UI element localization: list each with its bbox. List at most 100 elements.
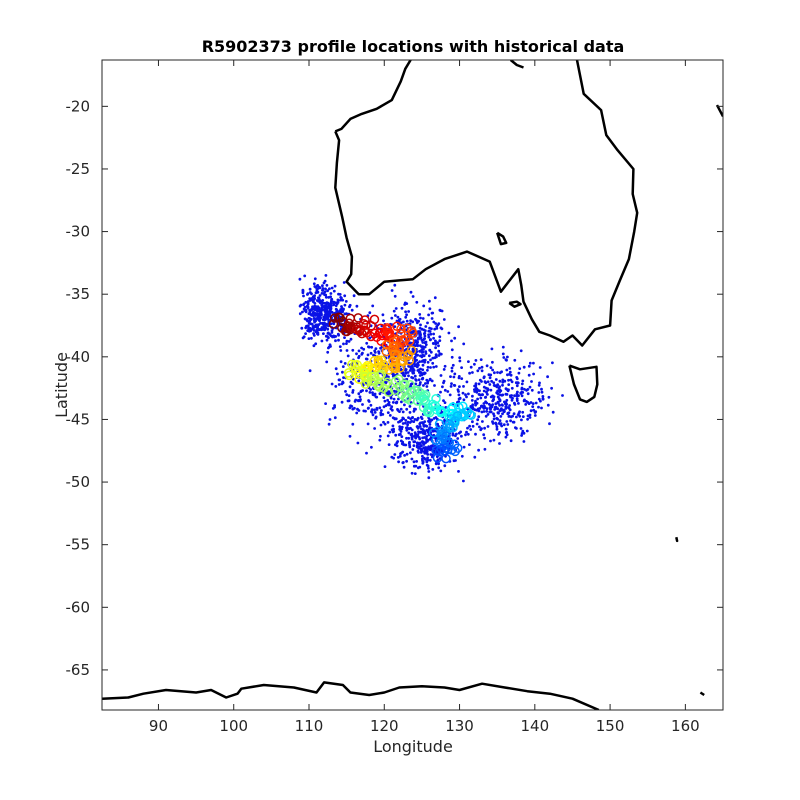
historical-point [458,359,462,363]
historical-point [473,455,477,459]
historical-point [468,371,471,375]
plot-frame [101,59,724,711]
historical-point [390,405,394,409]
historical-point [434,322,437,325]
float-profile-point [346,322,357,333]
historical-point [405,426,408,430]
historical-point [367,399,370,402]
historical-point [414,382,418,386]
historical-point [467,392,470,396]
historical-point [540,406,543,410]
historical-point [442,399,445,402]
historical-point [526,417,529,421]
historical-point [397,420,400,424]
historical-point [386,434,390,438]
historical-point [422,328,426,332]
historical-point [395,444,399,448]
historical-point [504,387,508,391]
historical-point [477,409,481,413]
historical-point [408,369,412,372]
historical-point [298,312,302,316]
historical-point [324,334,328,338]
historical-point [482,410,486,413]
historical-point [323,317,327,321]
historical-point [490,379,493,383]
historical-point [348,434,352,438]
historical-point [548,422,551,426]
historical-point [509,373,513,377]
historical-point [506,355,509,359]
historical-point [343,303,347,307]
historical-point [316,325,320,329]
historical-point [329,306,333,310]
historical-point [482,375,486,379]
historical-point [504,431,508,435]
historical-point [316,287,320,290]
historical-point [500,403,504,407]
float-profile-point [398,380,409,390]
coastline [508,300,522,308]
historical-point [496,371,499,374]
historical-point [537,391,541,394]
historical-point [417,378,421,382]
historical-point [465,430,468,434]
historical-point [495,385,499,389]
float-profile-point [435,406,446,416]
historical-point [386,398,389,402]
historical-point [310,322,314,326]
historical-point [504,358,508,361]
historical-point [339,298,343,302]
historical-point [537,397,541,401]
historical-point [485,410,489,413]
historical-point [391,401,395,404]
historical-point [383,465,387,468]
historical-point [379,423,383,427]
historical-point [494,378,498,381]
historical-point [315,317,319,320]
historical-point [425,424,429,428]
historical-point [422,337,426,341]
float-profile-point [431,393,441,404]
historical-point [438,308,442,312]
historical-point [383,422,387,426]
coastline [509,60,524,69]
float-profile-point [410,385,420,396]
historical-point [430,379,434,383]
historical-point [450,348,454,352]
historical-point [471,406,475,410]
historical-point [434,365,438,368]
historical-point [443,388,447,392]
historical-point [538,381,541,385]
historical-point [388,430,392,434]
historical-point [325,338,329,342]
historical-point [328,312,331,316]
historical-point [434,341,438,344]
historical-point [338,378,342,382]
historical-point [314,342,318,346]
x-axis-label: Longitude [373,737,453,756]
historical-point [474,384,477,388]
historical-point [339,360,343,364]
historical-point [351,348,355,352]
historical-point [471,424,475,428]
historical-point [484,396,487,399]
historical-point [343,312,347,316]
historical-point [447,331,451,335]
historical-point [361,389,364,392]
x-tick-label: 130 [445,717,474,735]
historical-point [405,459,408,463]
coastline [334,60,639,347]
historical-point [425,440,429,443]
historical-point [478,378,482,382]
historical-point [381,313,385,317]
historical-point [517,402,520,405]
historical-point [370,445,373,449]
historical-point [326,350,330,354]
float-profile-point [360,362,371,373]
historical-point [323,304,327,308]
float-profile-point [374,382,385,393]
historical-point [364,409,367,413]
historical-point [477,448,480,452]
historical-point [416,353,419,357]
historical-point [421,460,425,464]
